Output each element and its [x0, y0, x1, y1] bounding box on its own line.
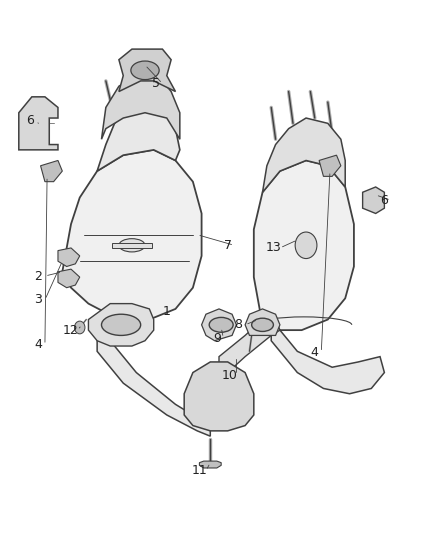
Polygon shape: [262, 118, 345, 192]
Text: 3: 3: [35, 293, 42, 306]
Polygon shape: [254, 160, 354, 330]
Polygon shape: [58, 269, 80, 288]
Ellipse shape: [252, 318, 273, 332]
Text: 6: 6: [381, 193, 389, 207]
Polygon shape: [88, 304, 154, 346]
Polygon shape: [219, 319, 280, 373]
Ellipse shape: [209, 317, 233, 332]
Polygon shape: [58, 248, 80, 266]
Ellipse shape: [131, 61, 159, 79]
Ellipse shape: [119, 239, 145, 252]
Circle shape: [295, 232, 317, 259]
Text: 10: 10: [222, 369, 238, 382]
Polygon shape: [184, 362, 254, 431]
Ellipse shape: [102, 314, 141, 335]
Text: 7: 7: [224, 239, 232, 252]
Text: 11: 11: [191, 464, 207, 477]
Polygon shape: [119, 49, 176, 92]
Polygon shape: [363, 187, 385, 214]
Text: 12: 12: [63, 324, 79, 337]
Polygon shape: [201, 309, 237, 341]
Polygon shape: [97, 102, 180, 171]
Text: 2: 2: [35, 270, 42, 282]
Polygon shape: [62, 150, 201, 319]
Polygon shape: [199, 461, 221, 468]
Text: 9: 9: [213, 332, 221, 344]
Polygon shape: [41, 160, 62, 182]
Polygon shape: [97, 325, 210, 436]
Text: 13: 13: [265, 241, 281, 254]
Text: 5: 5: [152, 77, 160, 90]
Text: 8: 8: [235, 318, 243, 332]
Circle shape: [74, 321, 85, 334]
Polygon shape: [271, 330, 385, 394]
Polygon shape: [245, 309, 280, 335]
Text: 4: 4: [311, 346, 319, 359]
Text: 6: 6: [26, 114, 34, 127]
Text: 4: 4: [35, 338, 42, 351]
Text: 1: 1: [163, 305, 171, 318]
Polygon shape: [102, 76, 180, 139]
Polygon shape: [113, 243, 152, 248]
Polygon shape: [319, 155, 341, 176]
Polygon shape: [19, 97, 58, 150]
